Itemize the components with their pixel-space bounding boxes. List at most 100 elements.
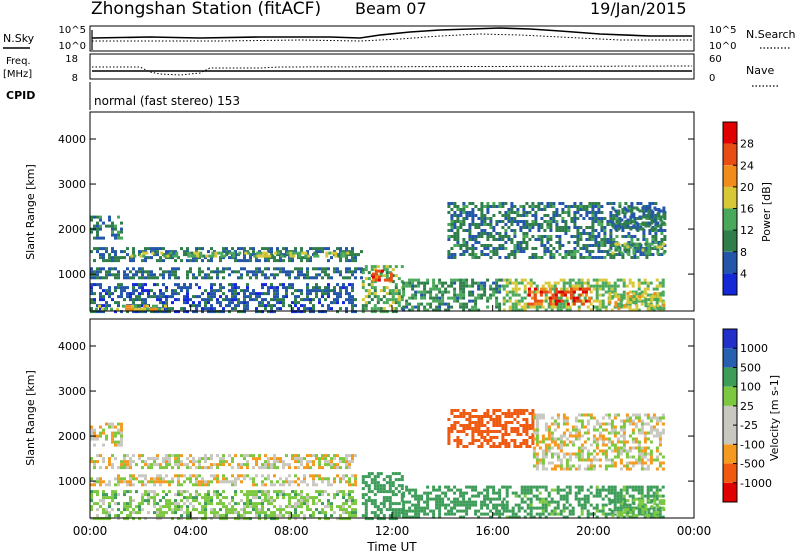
heatmap-cell bbox=[444, 485, 448, 489]
heatmap-cell bbox=[312, 483, 315, 487]
heatmap-cell bbox=[541, 455, 545, 459]
heatmap-cell bbox=[282, 514, 285, 518]
heatmap-cell bbox=[195, 496, 198, 500]
heatmap-cell bbox=[459, 208, 463, 211]
heatmap-cell bbox=[632, 215, 636, 219]
heatmap-cell bbox=[486, 235, 490, 238]
heatmap-cell bbox=[180, 259, 183, 263]
heatmap-cell bbox=[102, 276, 105, 280]
heatmap-cell bbox=[474, 299, 478, 303]
heatmap-cell bbox=[456, 430, 460, 433]
heatmap-cell bbox=[342, 517, 345, 521]
heatmap-cell bbox=[370, 292, 374, 296]
heatmap-cell bbox=[96, 276, 99, 280]
heatmap-cell bbox=[634, 458, 638, 462]
heatmap-cell bbox=[400, 475, 404, 479]
heatmap-cell bbox=[177, 267, 180, 271]
heatmap-cell bbox=[288, 499, 291, 503]
heatmap-cell bbox=[370, 283, 374, 287]
nsky-tick-high: 10^5 bbox=[59, 25, 86, 36]
heatmap-cell bbox=[601, 443, 605, 447]
heatmap-cell bbox=[312, 480, 315, 484]
heatmap-cell bbox=[447, 302, 451, 306]
heatmap-cell bbox=[600, 250, 604, 253]
heatmap-cell bbox=[389, 275, 393, 279]
heatmap-cell bbox=[653, 218, 657, 222]
heatmap-cell bbox=[492, 409, 496, 412]
heatmap-cell bbox=[529, 515, 533, 519]
heatmap-cell bbox=[492, 430, 496, 433]
heatmap-cell bbox=[370, 517, 374, 521]
heatmap-cell bbox=[117, 301, 120, 305]
heatmap-cell bbox=[273, 292, 276, 296]
heatmap-cell bbox=[562, 305, 566, 309]
heatmap-cell bbox=[126, 483, 129, 487]
heatmap-cell bbox=[417, 509, 421, 513]
heatmap-cell bbox=[243, 493, 246, 497]
heatmap-cell bbox=[183, 286, 186, 290]
heatmap-cell bbox=[516, 427, 520, 430]
heatmap-cell bbox=[162, 273, 165, 277]
heatmap-cell bbox=[604, 464, 608, 468]
heatmap-cell bbox=[361, 268, 365, 272]
heatmap-cell bbox=[480, 208, 484, 211]
heatmap-cell bbox=[186, 295, 189, 299]
heatmap-cell bbox=[513, 217, 517, 220]
heatmap-cell bbox=[465, 205, 469, 208]
heatmap-cell bbox=[553, 509, 557, 513]
heatmap-cell bbox=[150, 480, 153, 484]
heatmap-cell bbox=[564, 223, 568, 226]
heatmap-cell bbox=[270, 483, 273, 487]
heatmap-cell bbox=[465, 281, 469, 285]
heatmap-cell bbox=[641, 295, 645, 299]
heatmap-cell bbox=[342, 496, 345, 500]
heatmap-cell bbox=[495, 503, 499, 507]
heatmap-cell bbox=[540, 235, 544, 238]
heatmap-cell bbox=[498, 415, 502, 418]
heatmap-cell bbox=[417, 290, 421, 294]
heatmap-cell bbox=[511, 491, 515, 495]
heatmap-cell bbox=[465, 211, 469, 214]
heatmap-cell bbox=[155, 304, 158, 308]
heatmap-cell bbox=[276, 517, 279, 521]
heatmap-cell bbox=[465, 250, 469, 253]
heatmap-cell bbox=[438, 485, 442, 489]
heatmap-cell bbox=[105, 493, 108, 497]
heatmap-cell bbox=[90, 490, 93, 494]
heatmap-cell bbox=[646, 458, 650, 462]
heatmap-cell bbox=[517, 293, 521, 297]
heatmap-cell bbox=[237, 477, 240, 481]
heatmap-cell bbox=[324, 514, 327, 518]
heatmap-cell bbox=[351, 253, 354, 257]
heatmap-cell bbox=[507, 256, 511, 259]
heatmap-cell bbox=[219, 493, 222, 497]
heatmap-cell bbox=[102, 490, 105, 494]
heatmap-cell bbox=[543, 244, 547, 247]
heatmap-cell bbox=[550, 437, 554, 441]
heatmap-cell bbox=[477, 509, 481, 513]
heatmap-cell bbox=[614, 292, 618, 296]
heatmap-cell bbox=[300, 259, 303, 263]
heatmap-cell bbox=[492, 287, 496, 291]
heatmap-cell bbox=[348, 505, 351, 509]
heatmap-cell bbox=[559, 278, 563, 282]
heatmap-cell bbox=[623, 304, 627, 308]
heatmap-cell bbox=[237, 463, 240, 467]
heatmap-cell bbox=[540, 202, 544, 205]
heatmap-cell bbox=[581, 290, 585, 294]
heatmap-cell bbox=[240, 514, 243, 518]
heatmap-cell bbox=[213, 270, 216, 274]
heatmap-cell bbox=[498, 442, 502, 445]
heatmap-cell bbox=[634, 299, 638, 303]
heatmap-cell bbox=[597, 241, 601, 244]
heatmap-cell bbox=[174, 289, 177, 293]
heatmap-cell bbox=[634, 416, 638, 420]
heatmap-cell bbox=[622, 281, 626, 285]
heatmap-cell bbox=[174, 276, 177, 280]
heatmap-cell bbox=[483, 232, 487, 235]
heatmap-cell bbox=[231, 466, 234, 470]
heatmap-cell bbox=[297, 273, 300, 277]
heatmap-cell bbox=[405, 302, 409, 306]
heatmap-cell bbox=[536, 302, 540, 306]
heatmap-cell bbox=[659, 245, 663, 249]
